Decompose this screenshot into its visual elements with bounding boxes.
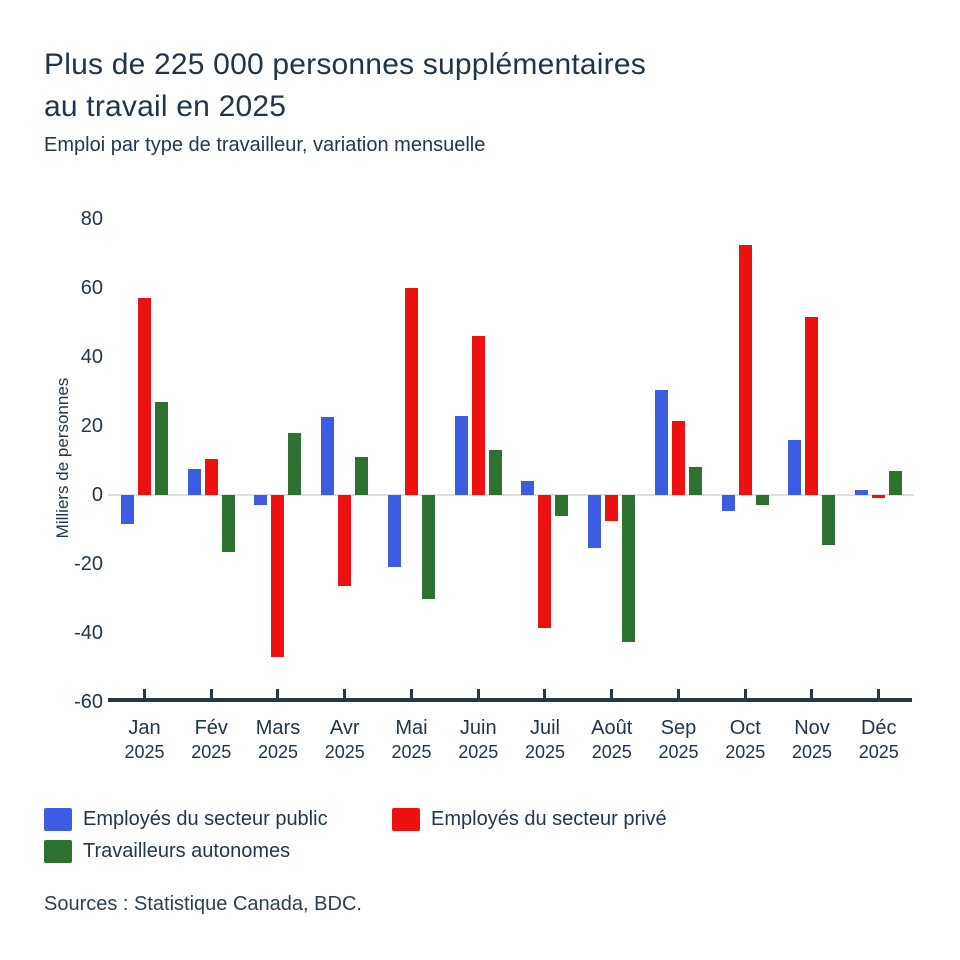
bar-avr-s0	[321, 417, 335, 495]
x-axis-label-déc: Déc 2025	[858, 717, 899, 762]
bar-mai-s0	[387, 495, 401, 568]
x-axis-label-nov: Nov 2025	[791, 717, 833, 762]
chart-title: Plus de 225 000 personnes supplémentaire…	[44, 44, 646, 128]
x-tick-avr	[343, 689, 347, 698]
x-axis-label-juil: Juil 2025	[524, 717, 566, 762]
bar-mai-s2	[421, 495, 435, 599]
legend-item-private: Employés du secteur privé	[392, 807, 667, 831]
bar-juin-s1	[471, 336, 485, 495]
x-axis-label-avr: Avr 2025	[324, 717, 365, 762]
x-axis-label-mars: Mars 2025	[255, 717, 301, 762]
bar-avr-s2	[355, 457, 369, 495]
x-tick-nov	[810, 689, 814, 698]
bar-oct-s2	[755, 495, 769, 506]
x-axis-label-août: Août 2025	[591, 717, 633, 762]
chart-subtitle: Emploi par type de travailleur, variatio…	[44, 134, 486, 156]
bar-mai-s1	[404, 288, 418, 495]
bar-nov-s0	[788, 439, 802, 495]
legend-swatch-autonomes	[44, 839, 72, 863]
bar-nov-s1	[805, 317, 819, 495]
x-tick-juin	[476, 689, 480, 698]
x-axis-label-jan: Jan 2025	[124, 717, 165, 762]
bar-jan-s1	[137, 298, 151, 495]
y-tick-label-40: 40	[80, 346, 103, 368]
bar-mars-s2	[288, 432, 302, 495]
x-tick-oct	[743, 689, 747, 698]
x-axis-label-oct: Oct 2025	[725, 717, 766, 762]
y-tick-label-60: 60	[80, 277, 103, 299]
chart-title-line-2: au travail en 2025	[44, 90, 287, 123]
bar-mars-s1	[271, 495, 285, 658]
legend-label-public: Employés du secteur public	[83, 807, 328, 830]
x-axis-line	[108, 698, 912, 702]
bar-juil-s0	[521, 481, 535, 495]
bar-mars-s0	[254, 495, 268, 506]
x-tick-sep	[676, 689, 680, 698]
y-tick-label--20: -20	[74, 553, 103, 575]
x-axis-label-mai: Mai 2025	[391, 717, 432, 762]
bar-sep-s2	[688, 467, 702, 495]
bar-oct-s1	[738, 244, 752, 495]
bar-déc-s1	[872, 495, 886, 499]
bar-oct-s0	[721, 495, 735, 511]
x-tick-fév	[209, 689, 213, 698]
bar-déc-s0	[855, 489, 869, 495]
bar-avr-s1	[338, 495, 352, 587]
bar-fév-s0	[187, 469, 201, 495]
x-axis-label-sep: Sep 2025	[658, 717, 699, 762]
source-note: Sources : Statistique Canada, BDC.	[44, 893, 362, 915]
bar-jan-s0	[120, 495, 134, 525]
x-axis-label-juin: Juin 2025	[458, 717, 499, 762]
x-tick-juil	[543, 689, 547, 698]
legend-label-private: Employés du secteur privé	[431, 807, 667, 830]
legend-swatch-public	[44, 807, 72, 831]
legend-item-public: Employés du secteur public	[44, 807, 328, 831]
x-tick-mars	[276, 689, 280, 698]
bar-jan-s2	[154, 401, 168, 495]
bar-fév-s2	[221, 495, 235, 552]
bar-août-s2	[622, 495, 636, 642]
y-tick-label--40: -40	[74, 622, 103, 644]
x-tick-août	[610, 689, 614, 698]
x-tick-mai	[409, 689, 413, 698]
y-tick-label-0: 0	[91, 484, 103, 506]
bar-juil-s2	[555, 495, 569, 516]
y-axis-title: Milliers de personnes	[53, 377, 72, 539]
y-tick-label-20: 20	[80, 415, 103, 437]
bar-juin-s0	[454, 415, 468, 495]
zero-gridline	[108, 494, 914, 496]
bar-sep-s1	[671, 420, 685, 495]
bar-sep-s0	[654, 389, 668, 495]
y-tick-label--60: -60	[74, 691, 103, 713]
legend-item-autonomes: Travailleurs autonomes	[44, 839, 290, 863]
bar-déc-s2	[889, 470, 903, 495]
bar-fév-s1	[204, 458, 218, 495]
x-tick-jan	[142, 689, 146, 698]
bar-nov-s2	[822, 495, 836, 546]
bar-juin-s2	[488, 450, 502, 495]
y-tick-label-80: 80	[80, 208, 103, 230]
legend-label-autonomes: Travailleurs autonomes	[83, 839, 291, 862]
bar-août-s0	[588, 495, 602, 549]
chart-title-line-1: Plus de 225 000 personnes supplémentaire…	[44, 48, 646, 81]
bar-août-s1	[605, 495, 619, 521]
x-tick-déc	[877, 689, 881, 698]
legend-swatch-private	[392, 807, 420, 831]
x-axis-label-fév: Fév 2025	[191, 717, 232, 762]
bar-juil-s1	[538, 495, 552, 628]
